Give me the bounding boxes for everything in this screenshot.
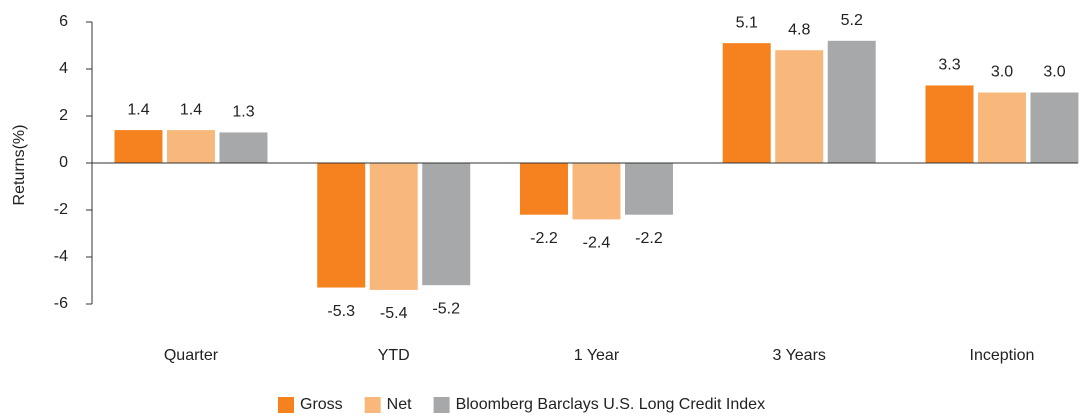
y-tick-label: 6 bbox=[59, 13, 68, 30]
bar bbox=[722, 43, 771, 163]
bar bbox=[827, 40, 876, 163]
data-label: 1.4 bbox=[127, 101, 149, 118]
x-tick-label: 1 Year bbox=[574, 347, 620, 364]
y-tick-label: -2 bbox=[54, 201, 68, 218]
data-label: 4.8 bbox=[788, 21, 810, 38]
bar bbox=[166, 130, 215, 163]
bar bbox=[422, 163, 471, 286]
data-label: 3.0 bbox=[991, 64, 1013, 81]
x-tick-label: 3 Years bbox=[773, 347, 826, 364]
data-label: -5.3 bbox=[327, 303, 355, 320]
x-tick-label: Quarter bbox=[164, 347, 219, 364]
bar bbox=[977, 92, 1026, 163]
bar bbox=[317, 163, 366, 288]
y-axis-label: Returns(%) bbox=[11, 125, 28, 206]
legend-swatch bbox=[364, 397, 381, 413]
bar bbox=[219, 132, 268, 163]
y-tick-label: 0 bbox=[59, 154, 68, 171]
data-label: 5.2 bbox=[841, 12, 863, 29]
bar bbox=[1030, 92, 1079, 163]
data-label: -2.4 bbox=[583, 235, 611, 252]
legend-label: Bloomberg Barclays U.S. Long Credit Inde… bbox=[456, 396, 765, 413]
bar bbox=[369, 163, 418, 290]
legend-label: Gross bbox=[300, 396, 343, 413]
legend-swatch bbox=[433, 397, 450, 413]
data-label: -5.4 bbox=[380, 305, 408, 322]
bar bbox=[519, 163, 568, 215]
x-tick-label: Inception bbox=[970, 347, 1035, 364]
data-label: -2.2 bbox=[530, 230, 558, 247]
x-tick-label: YTD bbox=[378, 347, 410, 364]
data-label: 3.3 bbox=[938, 57, 960, 74]
data-label: 5.1 bbox=[736, 14, 758, 31]
y-tick-label: 4 bbox=[59, 60, 68, 77]
bar bbox=[572, 163, 621, 220]
legend-swatch bbox=[278, 397, 294, 413]
data-label: -5.2 bbox=[432, 300, 460, 317]
data-label: 3.0 bbox=[1043, 64, 1065, 81]
y-tick-label: -6 bbox=[54, 295, 68, 312]
bar bbox=[624, 163, 673, 215]
y-tick-label: 2 bbox=[59, 107, 68, 124]
bar bbox=[775, 50, 824, 164]
y-tick-label: -4 bbox=[54, 248, 68, 265]
legend-label: Net bbox=[387, 396, 412, 413]
bar bbox=[925, 85, 974, 163]
data-label: 1.3 bbox=[232, 104, 254, 121]
bar bbox=[114, 130, 163, 163]
data-label: 1.4 bbox=[180, 101, 202, 118]
data-label: -2.2 bbox=[635, 230, 663, 247]
